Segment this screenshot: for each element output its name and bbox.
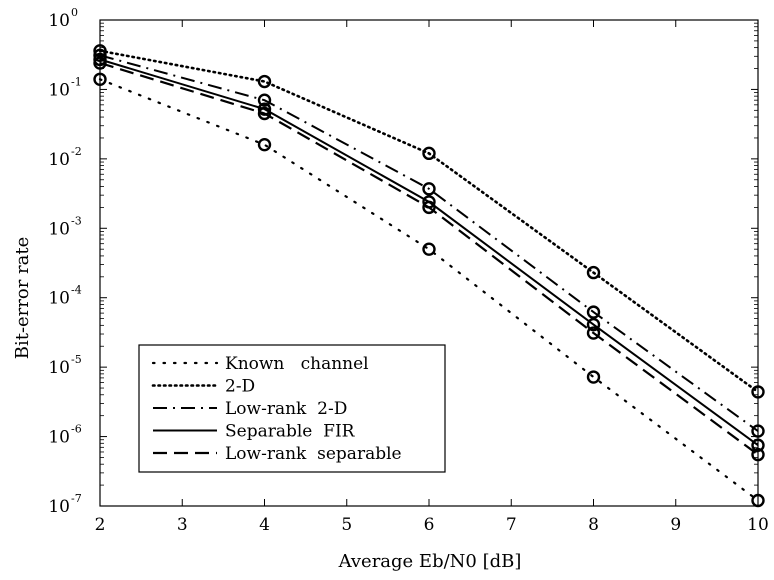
legend-label-2: Low-rank 2-D <box>225 399 347 419</box>
x-tick-label: 5 <box>341 515 352 535</box>
x-tick-label: 6 <box>424 515 435 535</box>
series-line-0 <box>98 78 760 502</box>
data-point-marker <box>422 242 436 256</box>
x-tick-label: 7 <box>506 515 517 535</box>
y-tick-exponent: -6 <box>71 423 82 436</box>
x-tick-label: 9 <box>670 515 681 535</box>
y-axis-label: Bit-error rate <box>12 237 33 360</box>
y-tick-exponent: -2 <box>71 145 82 158</box>
data-point-marker <box>257 106 272 121</box>
y-tick-exponent: -5 <box>71 353 82 366</box>
legend-label-1: 2-D <box>225 377 255 397</box>
legend-label-3: Separable FIR <box>225 422 356 442</box>
data-point-marker <box>586 265 601 280</box>
x-tick-label: 3 <box>177 515 188 535</box>
y-tick-label: 10 <box>48 289 70 309</box>
series-line-2 <box>99 54 759 432</box>
data-point-marker <box>257 93 272 107</box>
y-tick-label: 10 <box>48 219 70 239</box>
data-point-marker <box>257 74 272 89</box>
x-tick-label: 10 <box>747 515 769 535</box>
y-tick-label: 10 <box>48 80 70 100</box>
y-tick-label: 10 <box>48 11 70 31</box>
series-line-4 <box>99 61 759 456</box>
legend-label-0: Known channel <box>225 354 369 374</box>
y-tick-exponent: 0 <box>71 6 78 19</box>
x-tick-label: 8 <box>588 515 599 535</box>
plot-area <box>93 44 765 508</box>
x-tick-label: 2 <box>95 515 106 535</box>
data-point-marker <box>586 305 601 319</box>
data-point-marker <box>257 137 272 152</box>
data-point-marker <box>586 370 601 384</box>
y-tick-label: 10 <box>48 150 70 170</box>
data-point-marker <box>586 317 601 332</box>
y-tick-exponent: -4 <box>71 284 82 297</box>
data-point-marker <box>586 326 601 340</box>
y-tick-exponent: -7 <box>71 492 82 505</box>
x-axis-label: Average Eb/N0 [dB] <box>338 551 522 572</box>
data-point-marker <box>422 182 436 196</box>
legend-label-4: Low-rank separable <box>225 444 402 464</box>
y-tick-exponent: -3 <box>71 214 82 227</box>
y-tick-label: 10 <box>48 497 70 517</box>
y-tick-label: 10 <box>48 428 70 448</box>
series-line-1 <box>98 49 760 394</box>
data-point-marker <box>422 200 436 215</box>
y-tick-exponent: -1 <box>71 75 82 88</box>
x-tick-label: 4 <box>259 515 270 535</box>
y-tick-label: 10 <box>48 358 70 378</box>
data-point-marker <box>422 146 436 161</box>
